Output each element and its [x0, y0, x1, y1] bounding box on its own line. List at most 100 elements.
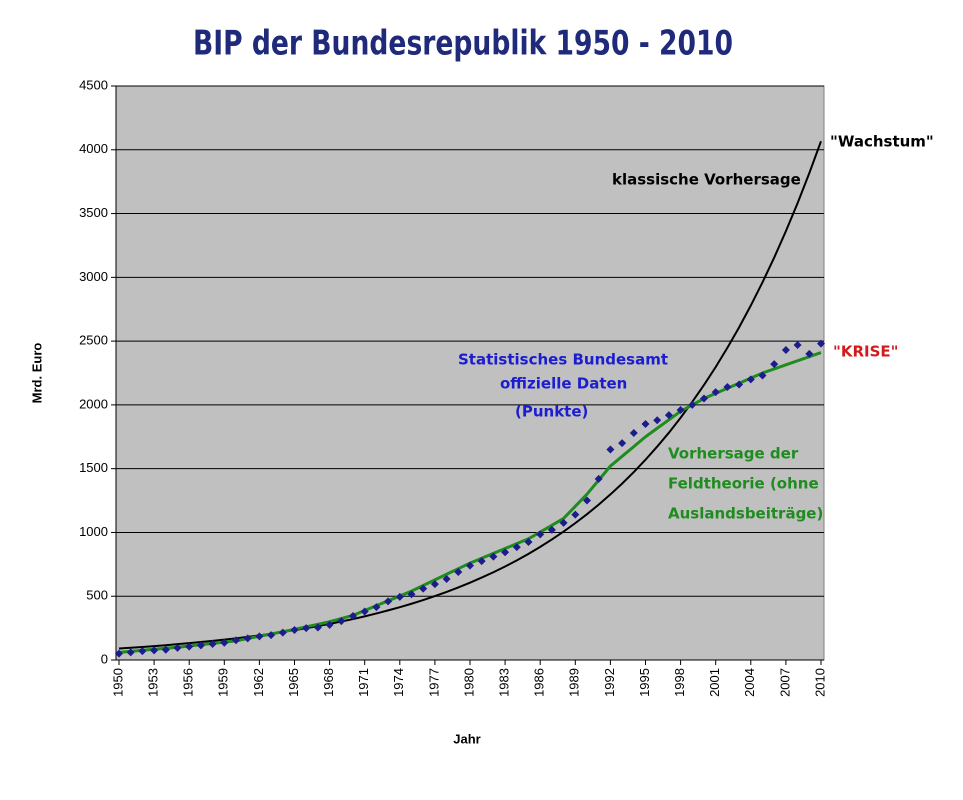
data-point	[150, 646, 159, 655]
data-point	[302, 624, 311, 633]
data-point	[372, 603, 381, 612]
x-tick-label: 1959	[216, 668, 231, 697]
x-tick-label: 1998	[672, 668, 687, 697]
annotation: "Wachstum"	[830, 133, 934, 151]
x-tick-label: 1953	[146, 668, 161, 697]
y-axis-label: Mrd. Euro	[29, 343, 44, 404]
x-tick-label: 1992	[602, 668, 617, 697]
data-point	[559, 518, 568, 527]
data-point	[208, 640, 217, 649]
data-point	[501, 548, 510, 557]
data-point	[267, 631, 276, 640]
data-point	[220, 638, 229, 647]
data-point	[489, 552, 498, 561]
data-point	[173, 643, 182, 652]
x-axis-label: Jahr	[453, 731, 480, 746]
data-point	[454, 567, 463, 576]
data-point	[255, 632, 264, 641]
data-point	[232, 636, 240, 645]
data-point	[395, 592, 404, 601]
data-point	[337, 617, 346, 626]
data-point	[758, 371, 767, 380]
data-point	[430, 580, 439, 589]
data-point	[349, 611, 357, 620]
x-tick-label: 1956	[181, 668, 196, 697]
x-tick-label: 2004	[742, 668, 757, 697]
annotation: Vorhersage der	[668, 445, 799, 463]
data-point	[793, 340, 802, 349]
data-point	[536, 530, 545, 539]
annotation: Auslandsbeiträge)	[668, 505, 823, 523]
data-point	[138, 647, 147, 656]
data-point	[384, 597, 393, 606]
data-point	[618, 439, 627, 448]
data-point	[676, 405, 685, 414]
data-point	[700, 394, 708, 403]
y-tick-label: 1500	[79, 460, 108, 475]
data-point	[115, 649, 123, 658]
annotation: klassische Vorhersage	[612, 171, 801, 189]
annotation: "KRISE"	[833, 343, 898, 361]
data-point	[313, 623, 322, 632]
x-tick-label: 1962	[251, 668, 266, 697]
data-point	[653, 416, 662, 425]
data-point	[664, 411, 673, 420]
x-tick-label: 1974	[391, 668, 406, 697]
x-tick-label: 1971	[356, 668, 371, 697]
annotation: Feldtheorie (ohne	[668, 475, 819, 493]
data-point	[325, 620, 334, 629]
y-tick-label: 2500	[79, 333, 108, 348]
data-point	[360, 607, 369, 616]
x-tick-label: 1965	[286, 668, 301, 697]
y-tick-label: 500	[86, 588, 108, 603]
annotation: Statistisches Bundesamt	[458, 351, 668, 369]
data-point	[290, 626, 299, 635]
x-tick-label: 2010	[812, 668, 827, 697]
annotation: (Punkte)	[515, 403, 588, 421]
data-point	[770, 360, 779, 369]
x-tick-label: 1989	[567, 668, 582, 697]
y-tick-label: 0	[101, 651, 108, 666]
data-point	[629, 428, 638, 437]
data-point	[606, 445, 615, 454]
data-point	[126, 648, 135, 657]
data-point	[817, 339, 825, 348]
data-point	[466, 561, 474, 570]
data-point	[688, 400, 697, 409]
x-tick-label: 1950	[110, 668, 125, 697]
data-point	[723, 383, 732, 392]
y-tick-label: 3500	[79, 205, 108, 220]
x-tick-label: 1983	[497, 668, 512, 697]
x-tick-label: 2007	[777, 668, 792, 697]
data-point	[185, 642, 194, 651]
data-point	[407, 590, 416, 599]
data-point	[442, 575, 451, 584]
data-point	[161, 645, 170, 654]
data-point	[278, 628, 287, 637]
x-tick-label: 1980	[461, 668, 476, 697]
y-tick-label: 1000	[79, 524, 108, 539]
annotation: offizielle Daten	[500, 375, 627, 393]
data-point	[477, 557, 486, 566]
x-tick-label: 1995	[637, 668, 652, 697]
data-point	[746, 375, 755, 384]
x-tick-label: 1977	[426, 668, 441, 697]
data-point	[781, 346, 790, 355]
data-point	[594, 474, 603, 483]
data-point	[512, 543, 521, 552]
y-tick-label: 4500	[79, 77, 108, 92]
data-point	[419, 584, 428, 593]
y-tick-label: 4000	[79, 141, 108, 156]
chart-title: BIP der Bundesrepublik 1950 - 2010	[193, 24, 733, 64]
x-tick-label: 1968	[321, 668, 336, 697]
data-point	[805, 349, 814, 358]
data-point	[243, 634, 252, 643]
data-point	[571, 510, 580, 519]
data-point	[196, 641, 205, 650]
data-point	[583, 496, 591, 505]
data-point	[547, 525, 556, 534]
data-point	[711, 388, 720, 397]
data-point	[735, 380, 744, 389]
y-tick-label: 3000	[79, 269, 108, 284]
